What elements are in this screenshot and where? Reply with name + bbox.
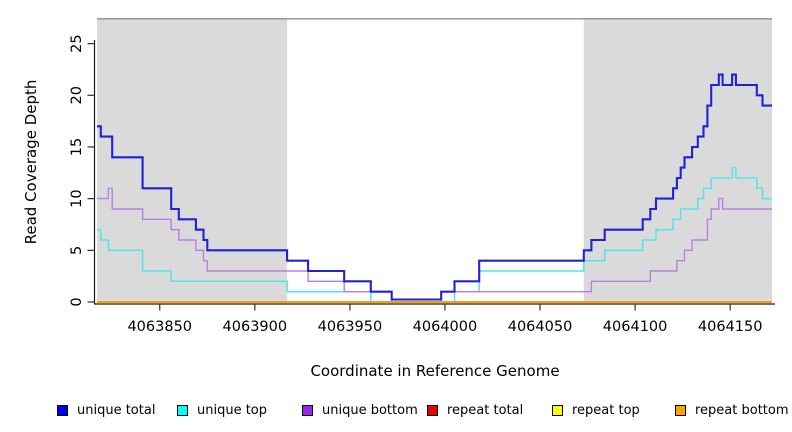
x-tick-label: 4064050 — [508, 319, 573, 335]
shaded-region — [583, 18, 772, 303]
y-tick-label: 5 — [69, 246, 85, 255]
legend-item-repeat-bottom: repeat bottom — [675, 403, 789, 418]
y-tick-label: 20 — [69, 86, 85, 104]
plot-area: 4063850 4063900 4063950 4064000 4064050 40641… — [69, 18, 775, 335]
shaded-region — [97, 18, 288, 303]
unique-total-swatch-icon — [57, 405, 68, 416]
legend-item-unique-top: unique top — [177, 403, 267, 418]
unique-top-swatch-icon — [177, 405, 188, 416]
legend-item-unique-bottom: unique bottom — [302, 403, 418, 418]
y-axis-label: Read Coverage Depth — [22, 79, 40, 245]
series-unique-top-line — [97, 166, 772, 303]
series-unique-total-line — [97, 73, 772, 301]
legend-item-unique-total: unique total — [57, 403, 155, 418]
legend-label: repeat top — [572, 403, 640, 418]
legend-item-repeat-total: repeat total — [427, 403, 523, 418]
repeat-bottom-swatch-icon — [675, 405, 686, 416]
legend-label: unique total — [77, 403, 156, 418]
legend-label: repeat total — [447, 403, 524, 418]
repeat-top-swatch-icon — [552, 405, 563, 416]
x-tick-label: 4063850 — [127, 319, 192, 335]
y-tick-label: 25 — [69, 34, 85, 52]
repeat-total-swatch-icon — [427, 405, 438, 416]
x-axis-label: Coordinate in Reference Genome — [310, 362, 560, 380]
x-tick-label: 4063900 — [223, 319, 288, 335]
y-tick-label: 0 — [69, 297, 85, 306]
x-tick-label: 4064150 — [698, 319, 763, 335]
legend-label: unique bottom — [322, 403, 418, 418]
legend-label: unique top — [197, 403, 268, 418]
legend-item-repeat-top: repeat top — [552, 403, 640, 418]
x-tick-label: 4064100 — [603, 319, 668, 335]
x-tick-label: 4063950 — [318, 319, 383, 335]
x-tick-label: 4064000 — [413, 319, 478, 335]
y-tick-label: 15 — [69, 138, 85, 156]
legend-label: repeat bottom — [695, 403, 789, 418]
unique-bottom-swatch-icon — [302, 405, 313, 416]
y-tick-label: 10 — [69, 189, 85, 207]
